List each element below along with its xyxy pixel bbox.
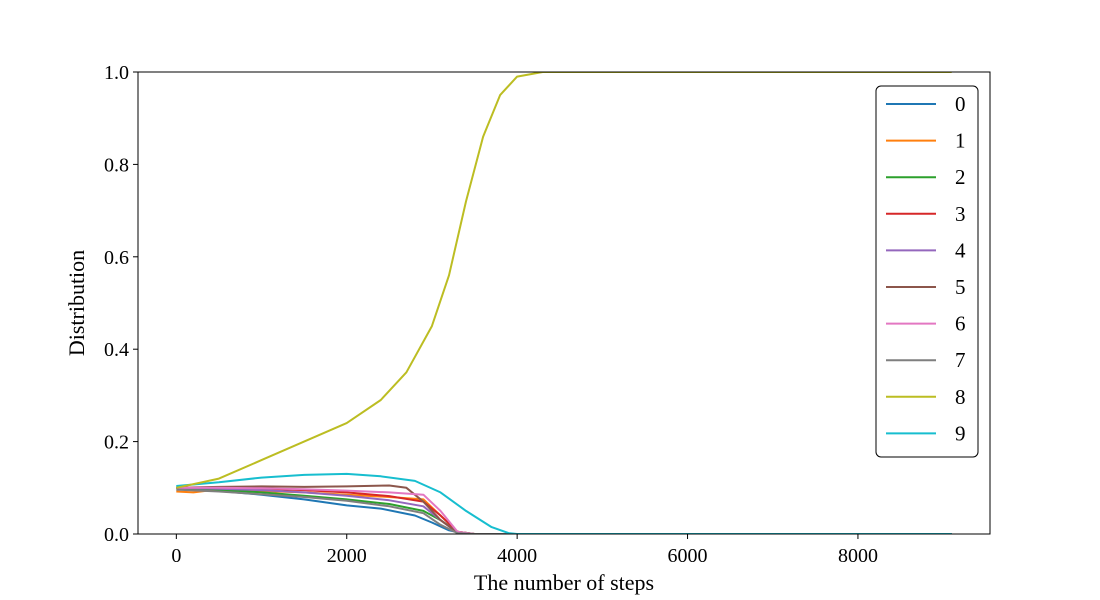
series-line-8 xyxy=(176,72,952,489)
x-tick-label: 2000 xyxy=(327,545,367,567)
x-tick-label: 4000 xyxy=(497,545,537,567)
legend-frame xyxy=(875,85,979,458)
y-tick-label: 0.0 xyxy=(104,524,129,546)
legend-label-6: 6 xyxy=(955,312,966,336)
series-line-2 xyxy=(176,486,952,534)
x-tick-label: 0 xyxy=(171,545,181,567)
y-tick-label: 0.6 xyxy=(104,247,129,269)
y-axis: 0.0 0.2 0.4 0.6 0.8 1.0 xyxy=(104,62,138,546)
legend-label-1: 1 xyxy=(955,129,966,153)
y-axis-label: Distribution xyxy=(64,250,89,356)
legend-label-4: 4 xyxy=(955,238,966,262)
legend-label-3: 3 xyxy=(955,202,966,226)
legend-label-9: 9 xyxy=(955,421,966,445)
x-tick-label: 8000 xyxy=(838,545,878,567)
legend: 0 1 2 3 4 5 6 7 8 9 xyxy=(875,85,979,458)
legend-label-0: 0 xyxy=(955,92,966,116)
plot-frame xyxy=(137,71,991,535)
x-axis: 0 2000 4000 6000 8000 xyxy=(171,534,878,567)
y-tick-label: 0.4 xyxy=(104,339,129,361)
y-tick-label: 0.2 xyxy=(104,432,129,454)
y-tick-label: 1.0 xyxy=(104,62,129,84)
legend-label-7: 7 xyxy=(955,348,966,372)
y-tick-label: 0.8 xyxy=(104,154,129,176)
series-line-7 xyxy=(176,488,952,534)
series-line-9 xyxy=(176,472,952,534)
legend-label-8: 8 xyxy=(955,385,966,409)
legend-label-2: 2 xyxy=(955,165,966,189)
legend-label-5: 5 xyxy=(955,275,966,299)
x-tick-label: 6000 xyxy=(668,545,708,567)
series-layer xyxy=(176,72,952,534)
x-axis-label: The number of steps xyxy=(474,570,654,595)
